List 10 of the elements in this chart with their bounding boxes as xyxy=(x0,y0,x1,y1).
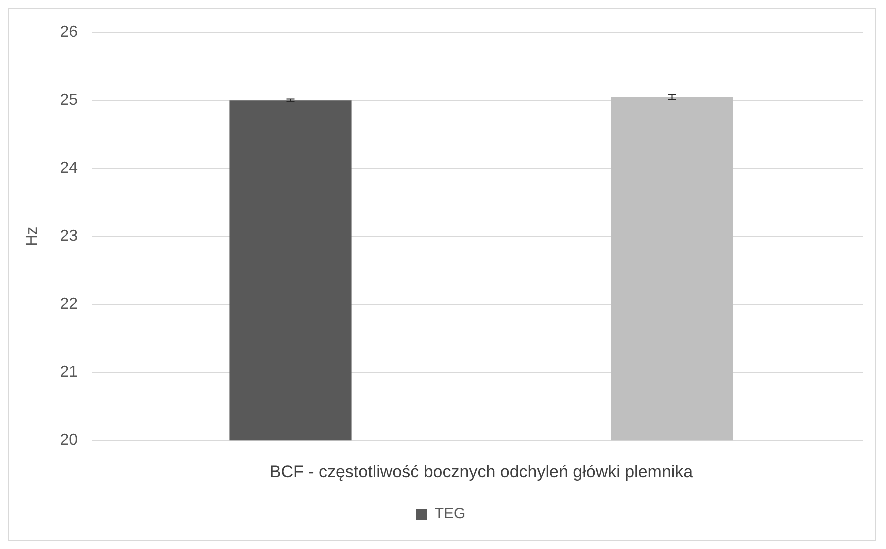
y-tick-label: 20 xyxy=(60,432,78,450)
y-tick-label: 25 xyxy=(60,92,78,110)
y-tick-label: 21 xyxy=(60,364,78,382)
y-tick-label: 23 xyxy=(60,228,78,246)
y-axis-title: Hz xyxy=(24,226,42,246)
y-tick-label: 22 xyxy=(60,296,78,314)
y-tick-label: 26 xyxy=(60,24,78,42)
y-tick-label: 24 xyxy=(60,160,78,178)
x-axis-title: BCF - częstotliwość bocznych odchyleń główki plemnika xyxy=(270,462,694,482)
legend-label: TEG xyxy=(434,506,466,523)
